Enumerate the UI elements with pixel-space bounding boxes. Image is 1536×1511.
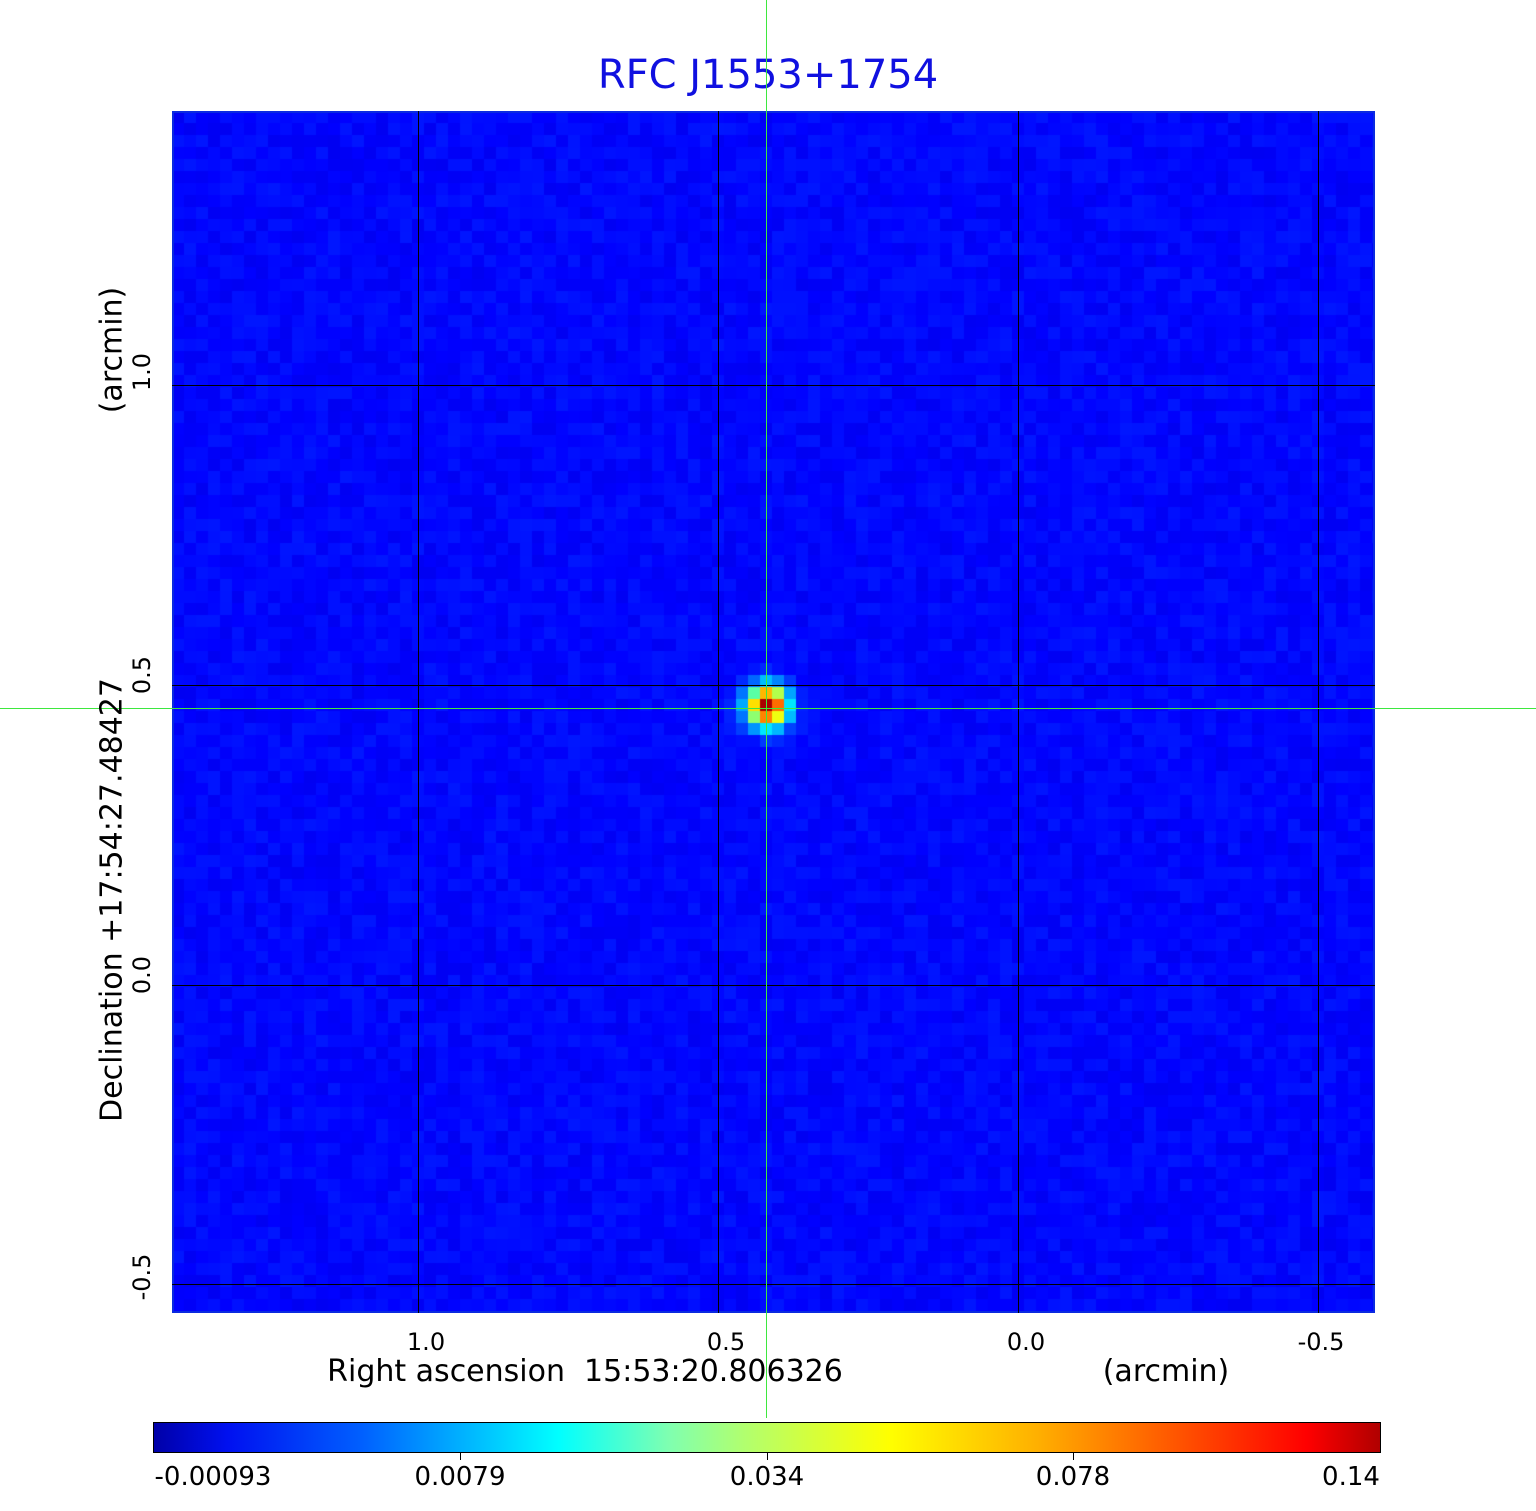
- y-tick-label: 0.0: [128, 955, 156, 995]
- colorbar-label: 0.078: [1035, 1462, 1111, 1492]
- chart-title: RFC J1553+1754: [597, 52, 939, 98]
- y-tick-label: 1.0: [128, 352, 156, 392]
- y-tick-label: 0.5: [128, 655, 156, 695]
- x-tick-label: 0.5: [706, 1328, 746, 1356]
- colorbar-label: 0.034: [729, 1462, 805, 1492]
- grid-line-x: [1018, 111, 1019, 1313]
- colorbar-tick: [767, 1453, 768, 1460]
- y-axis-label: Declination +17:54:27.48427: [94, 678, 130, 1122]
- grid-line-x: [1318, 111, 1319, 1313]
- colorbar-tick: [460, 1453, 461, 1460]
- grid-line-x: [718, 111, 719, 1313]
- colorbar-label: 0.14: [1322, 1462, 1380, 1492]
- y-axis-unit: (arcmin): [94, 286, 130, 414]
- grid-line-y: [172, 1284, 1375, 1285]
- x-axis-unit: (arcmin): [1102, 1354, 1230, 1389]
- colorbar-label: -0.00093: [154, 1462, 272, 1492]
- colorbar: [153, 1422, 1381, 1453]
- colorbar-label: 0.0079: [414, 1462, 506, 1492]
- crosshair-horizontal: [0, 708, 1536, 709]
- grid-line-y: [172, 985, 1375, 986]
- x-tick-label: 0.0: [1006, 1328, 1046, 1356]
- crosshair-vertical: [766, 0, 767, 1418]
- image-frame: [172, 111, 1375, 1313]
- grid-line-y: [172, 385, 1375, 386]
- y-tick-label: -0.5: [128, 1253, 156, 1301]
- grid-line-x: [418, 111, 419, 1313]
- x-tick-label: 1.0: [406, 1328, 446, 1356]
- grid-line-y: [172, 685, 1375, 686]
- sky-image: [172, 111, 1375, 1313]
- x-axis-label: Right ascension 15:53:20.806326: [327, 1354, 843, 1389]
- x-tick-label: -0.5: [1297, 1328, 1345, 1356]
- colorbar-tick: [1073, 1453, 1074, 1460]
